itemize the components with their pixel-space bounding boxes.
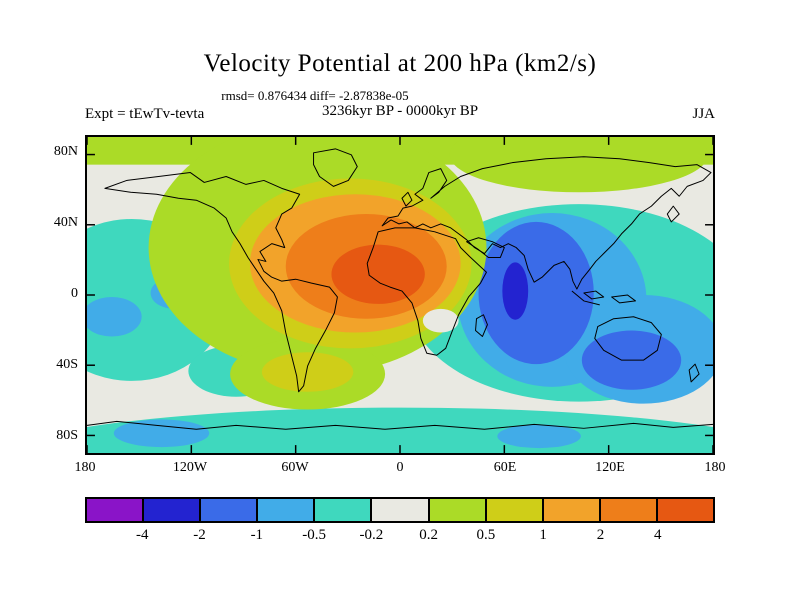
contour-region <box>261 352 354 392</box>
lat-tick-label: 0 <box>71 286 78 301</box>
coastline <box>688 363 700 383</box>
contour-region <box>331 244 425 304</box>
colorbar-tick-label: -2 <box>193 527 206 543</box>
colorbar-tick-label: -4 <box>136 527 149 543</box>
colorbar-segment <box>598 499 656 521</box>
colorbar-segment <box>256 499 314 521</box>
colorbar-tick-label: -1 <box>250 527 264 543</box>
coastline <box>401 191 413 207</box>
lat-tick-label: 80S <box>56 428 78 444</box>
colorbar-tick-label: -0.2 <box>359 527 384 543</box>
contour-region <box>449 137 708 193</box>
colorbar-labels: -4 -2 -1 -0.5 -0.2 0.2 0.5 1 2 4 <box>85 527 715 549</box>
contour-region <box>87 296 142 337</box>
colorbar-segment <box>313 499 371 521</box>
lon-tick-label: 180 <box>704 460 726 475</box>
lon-tick-label: 120W <box>172 460 208 475</box>
colorbar-segment <box>199 499 257 521</box>
lon-tick-label: 60E <box>493 460 517 475</box>
coastlines <box>87 148 713 430</box>
contour-region <box>502 262 529 320</box>
colorbar-segment <box>427 499 485 521</box>
lat-tick-label: 40N <box>53 214 78 230</box>
colorbar-segment <box>655 499 714 521</box>
map-panel <box>85 135 715 455</box>
contour-region <box>497 424 581 449</box>
contour-region <box>422 308 459 333</box>
contour-field <box>87 137 713 453</box>
plot-title: Velocity Potential at 200 hPa (km2/s) <box>203 50 597 77</box>
season-label: JJA <box>692 106 715 122</box>
lon-tick-label: 0 <box>396 460 404 475</box>
contour-region <box>113 419 210 448</box>
stats-line: rmsd= 0.876434 diff= -2.87838e-05 <box>221 88 409 103</box>
colorbar-segment <box>541 499 599 521</box>
colorbar-segment <box>142 499 200 521</box>
colorbar-tick-label: 4 <box>653 527 662 543</box>
coastline <box>313 148 358 187</box>
coastline <box>666 205 680 223</box>
lat-tick-label: 80N <box>53 143 78 159</box>
lon-tick-label: 180 <box>74 460 96 475</box>
coastline <box>475 314 488 337</box>
colorbar-tick-label: 0.2 <box>419 527 438 543</box>
colorbar-segment <box>370 499 428 521</box>
experiment-label: Expt = tEwTv-tevta <box>85 106 205 122</box>
colorbar-tick-label: 0.5 <box>476 527 496 543</box>
axis-ticks <box>87 137 713 453</box>
coastline <box>466 237 505 258</box>
colorbar-tick-label: 1 <box>539 527 547 543</box>
coastline <box>583 290 605 300</box>
map-svg <box>87 137 713 453</box>
colorbar-segment <box>87 499 143 521</box>
colorbar <box>85 497 715 523</box>
coastline <box>381 156 712 290</box>
colorbar-tick-label: 2 <box>596 527 605 543</box>
period-line: 3236kyr BP - 0000kyr BP <box>321 103 479 119</box>
colorbar-segment <box>484 499 542 521</box>
lon-tick-label: 60W <box>281 460 309 475</box>
coastline <box>611 294 636 304</box>
coastline <box>87 420 713 430</box>
coastline <box>104 172 338 393</box>
coastline <box>571 290 600 306</box>
lon-tick-label: 120E <box>595 460 625 475</box>
contour-region <box>478 221 594 365</box>
coastline <box>594 316 662 361</box>
colorbar-tick-label: -0.5 <box>302 527 326 543</box>
coastline <box>366 227 487 356</box>
lat-tick-label: 40S <box>56 357 78 373</box>
